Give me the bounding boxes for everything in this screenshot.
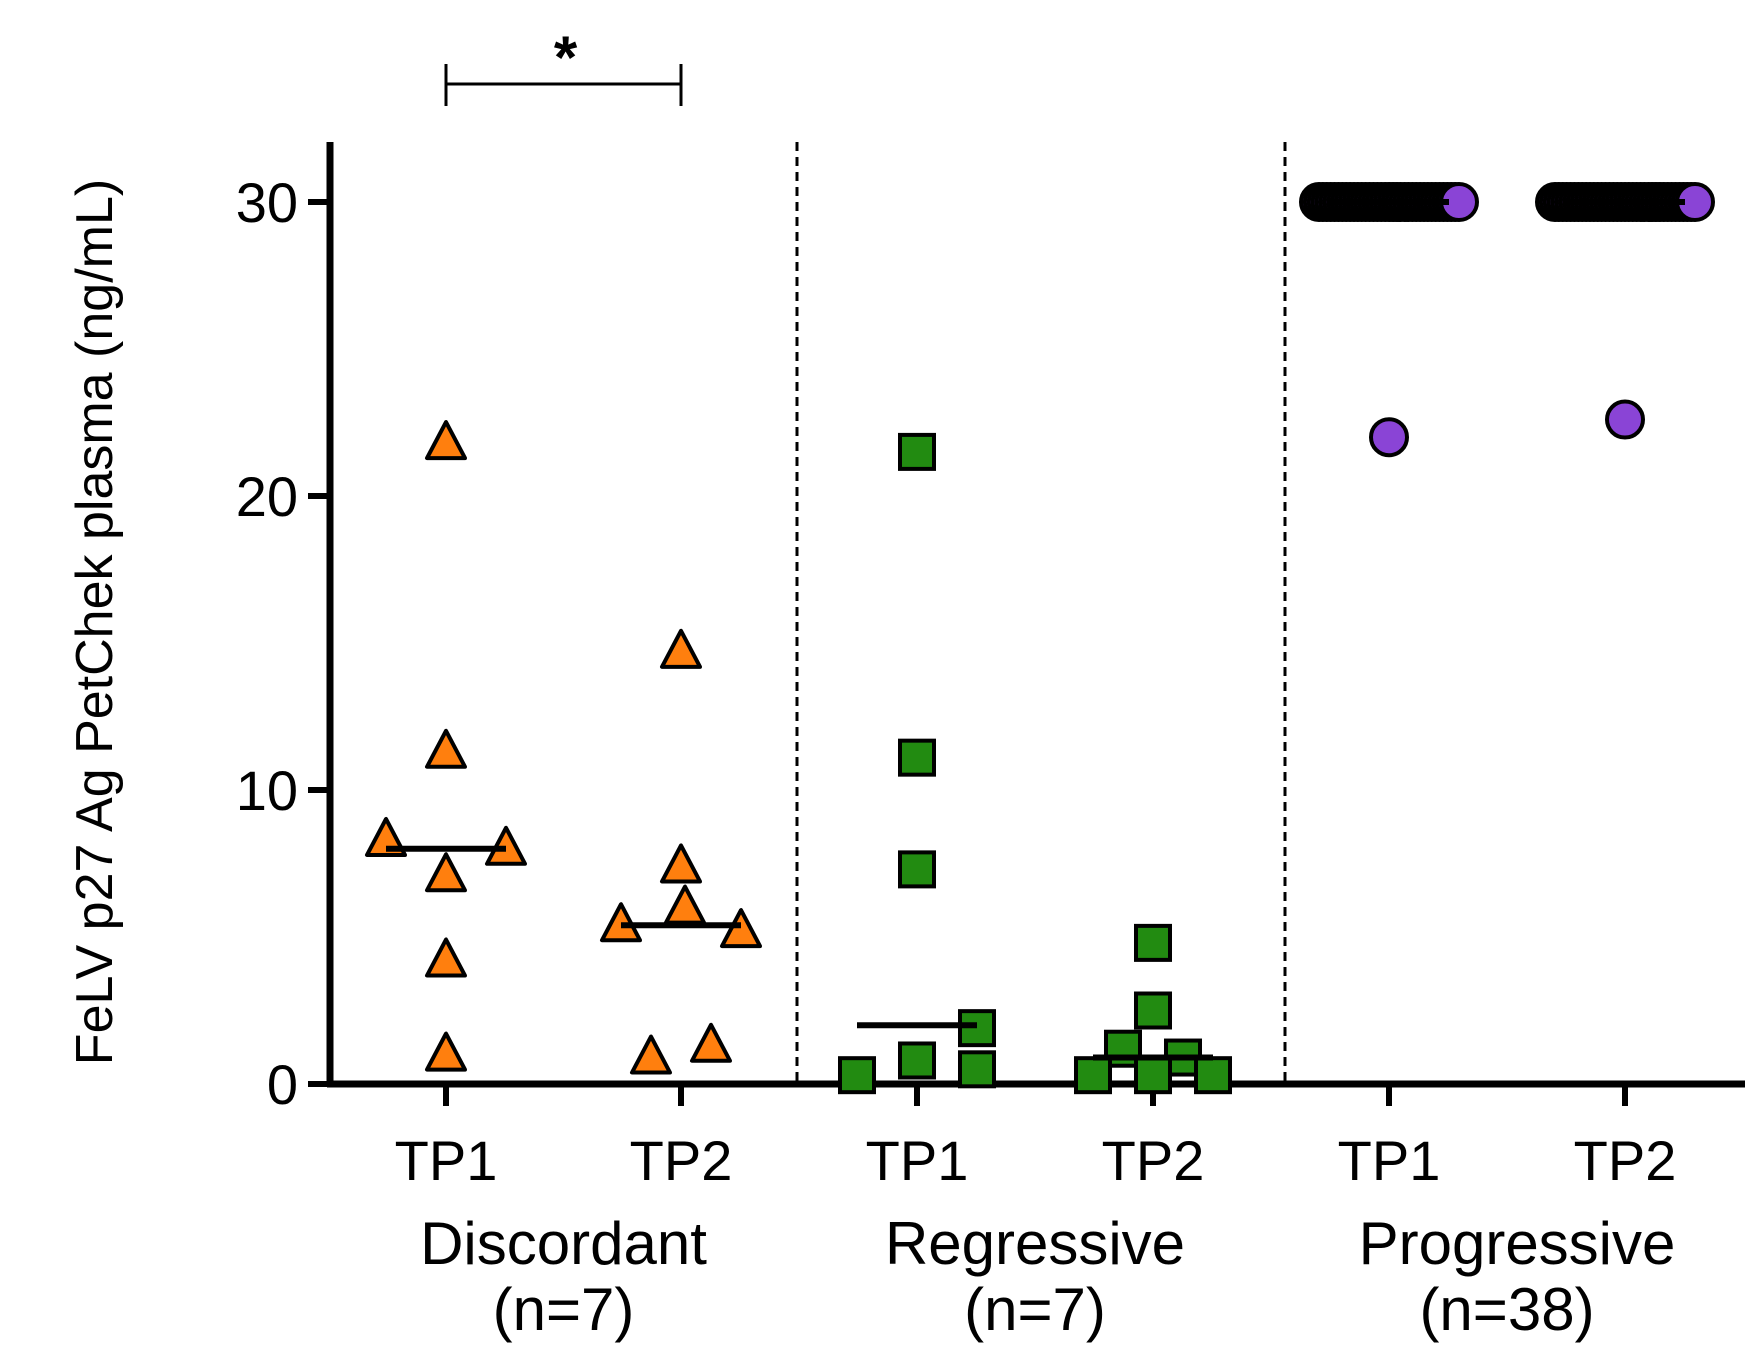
data-point <box>1194 1056 1232 1095</box>
data-point <box>1134 991 1172 1030</box>
data-point <box>1134 923 1172 962</box>
data-point <box>425 852 467 893</box>
data-point <box>1605 399 1645 440</box>
category-label: TP2 <box>630 1129 733 1192</box>
y-ticks: 0 10 20 30 <box>236 171 330 1116</box>
category-label: TP1 <box>395 1129 498 1192</box>
data-point <box>425 937 467 978</box>
y-tick-label: 30 <box>236 171 298 234</box>
group-label-regressive: Regressive <box>885 1210 1185 1277</box>
y-tick-label: 10 <box>236 759 298 822</box>
data-point <box>425 420 467 461</box>
significance-bracket: * <box>444 24 683 106</box>
data-point <box>660 843 702 884</box>
data-point <box>660 628 702 669</box>
data-point <box>690 1022 732 1063</box>
data-point <box>1134 1056 1172 1095</box>
group-dividers <box>795 142 1287 1084</box>
group-n-label-progressive: (n=38) <box>1419 1276 1594 1343</box>
category-label: TP1 <box>1338 1129 1441 1192</box>
group-label-discordant: Discordant <box>420 1210 707 1277</box>
data-point <box>664 884 706 925</box>
y-tick-label: 20 <box>236 465 298 528</box>
category-label: TP1 <box>866 1129 969 1192</box>
data-point <box>838 1056 876 1095</box>
data-point <box>1074 1056 1112 1095</box>
category-labels: TP1 TP2 TP1 TP2 TP1 TP2Discordant(n=7)Regress… <box>395 1129 1677 1343</box>
data-points <box>365 182 1715 1095</box>
data-point <box>425 1031 467 1072</box>
axes <box>326 142 1745 1106</box>
data-point <box>630 1034 672 1075</box>
data-point <box>898 432 936 471</box>
y-axis-title: FeLV p27 Ag PetChek plasma (ng/mL) <box>66 179 124 1065</box>
group-label-progressive: Progressive <box>1359 1210 1676 1277</box>
y-tick-label: 0 <box>267 1053 298 1116</box>
data-point <box>1369 417 1409 458</box>
significance-asterisk: * <box>554 24 578 91</box>
median-lines <box>386 199 1685 1061</box>
data-point <box>958 1050 996 1089</box>
group-n-label-regressive: (n=7) <box>964 1276 1106 1343</box>
data-point <box>898 850 936 889</box>
data-point <box>898 738 936 777</box>
category-label: TP2 <box>1574 1129 1677 1192</box>
data-point <box>425 728 467 769</box>
group-n-label-discordant: (n=7) <box>493 1276 635 1343</box>
category-label: TP2 <box>1102 1129 1205 1192</box>
data-point <box>898 1041 936 1080</box>
